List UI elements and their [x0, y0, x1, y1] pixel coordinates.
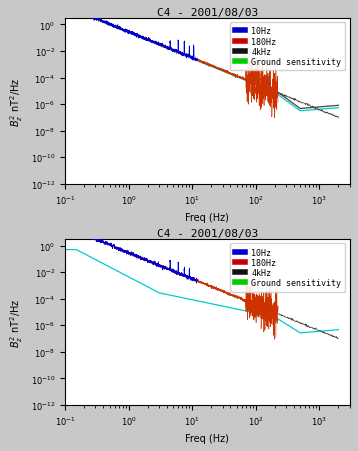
- Y-axis label: $B^2_z$ nT$^2$/Hz: $B^2_z$ nT$^2$/Hz: [8, 77, 25, 126]
- Title: C4 - 2001/08/03: C4 - 2001/08/03: [157, 8, 258, 18]
- Y-axis label: $B^2_z$ nT$^2$/Hz: $B^2_z$ nT$^2$/Hz: [8, 298, 25, 347]
- X-axis label: Freq (Hz): Freq (Hz): [185, 212, 229, 222]
- Legend: 10Hz, 180Hz, 4kHz, Ground sensitivity: 10Hz, 180Hz, 4kHz, Ground sensitivity: [231, 23, 345, 71]
- Title: C4 - 2001/08/03: C4 - 2001/08/03: [157, 229, 258, 239]
- Legend: 10Hz, 180Hz, 4kHz, Ground sensitivity: 10Hz, 180Hz, 4kHz, Ground sensitivity: [231, 244, 345, 292]
- X-axis label: Freq (Hz): Freq (Hz): [185, 433, 229, 443]
